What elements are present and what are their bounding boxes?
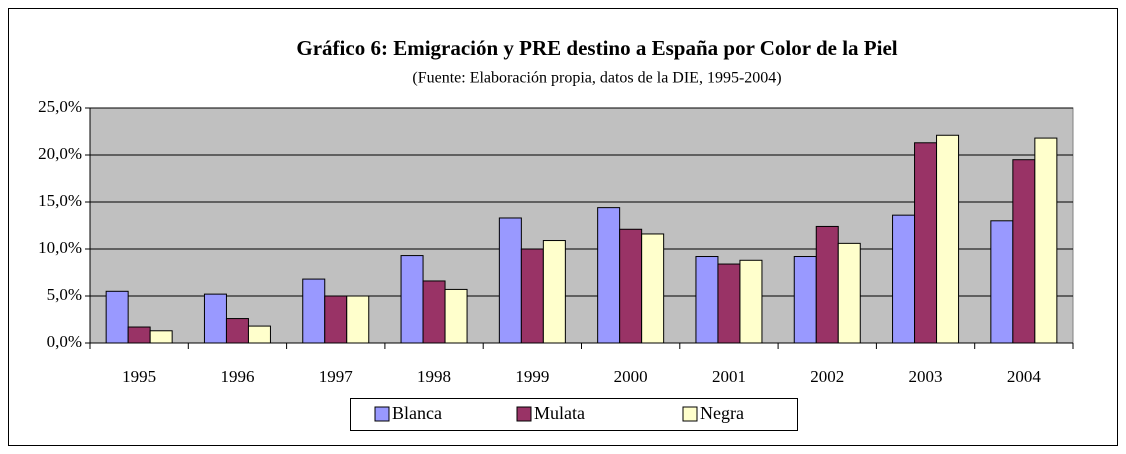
x-tick-label: 1996	[220, 367, 254, 386]
y-tick-label: 5,0%	[47, 285, 82, 304]
bar	[717, 263, 741, 344]
bar	[149, 330, 173, 344]
bar	[837, 242, 861, 344]
bar	[1034, 137, 1058, 344]
chart-subtitle: (Fuente: Elaboración propia, datos de la…	[412, 70, 781, 87]
legend-box	[350, 398, 798, 431]
bar	[203, 293, 227, 344]
bar	[422, 280, 446, 344]
y-tick-label: 10,0%	[38, 238, 82, 257]
bar	[302, 278, 326, 344]
x-tick-label: 1998	[417, 367, 451, 386]
x-tick-label: 2003	[909, 367, 943, 386]
x-tick-label: 1995	[122, 367, 156, 386]
bar	[695, 256, 719, 344]
bar	[619, 228, 643, 344]
x-tick-label: 2001	[712, 367, 746, 386]
x-tick-label: 2002	[810, 367, 844, 386]
bar	[597, 207, 621, 344]
bar	[324, 295, 348, 344]
bar	[641, 233, 665, 344]
bar	[520, 248, 544, 344]
legend-label: Blanca	[392, 403, 442, 423]
bar	[105, 290, 129, 344]
x-tick-label: 2004	[1007, 367, 1042, 386]
bar	[793, 256, 817, 344]
bar	[498, 217, 522, 344]
bar	[127, 326, 151, 344]
bar	[225, 318, 249, 344]
legend-label: Mulata	[534, 403, 585, 423]
legend-swatch	[682, 406, 698, 422]
bar	[914, 142, 938, 344]
bar	[346, 295, 370, 344]
y-tick-label: 15,0%	[38, 191, 82, 210]
legend-label: Negra	[700, 403, 744, 423]
y-tick-label: 0,0%	[47, 332, 82, 351]
bar	[400, 255, 424, 344]
x-tick-label: 1997	[319, 367, 354, 386]
x-tick-label: 1999	[515, 367, 549, 386]
legend-swatch	[374, 406, 390, 422]
bar	[815, 225, 839, 344]
chart-title: Gráfico 6: Emigración y PRE destino a Es…	[296, 36, 897, 60]
y-tick-label: 20,0%	[38, 144, 82, 163]
bar	[542, 240, 566, 344]
bar	[739, 259, 763, 344]
bar	[247, 325, 271, 344]
bar	[990, 220, 1014, 344]
bar	[936, 134, 960, 344]
bar	[892, 214, 916, 344]
x-tick-label: 2000	[614, 367, 648, 386]
bar	[1012, 159, 1036, 344]
bar	[444, 288, 468, 344]
legend-swatch	[516, 406, 532, 422]
y-tick-label: 25,0%	[38, 97, 82, 116]
